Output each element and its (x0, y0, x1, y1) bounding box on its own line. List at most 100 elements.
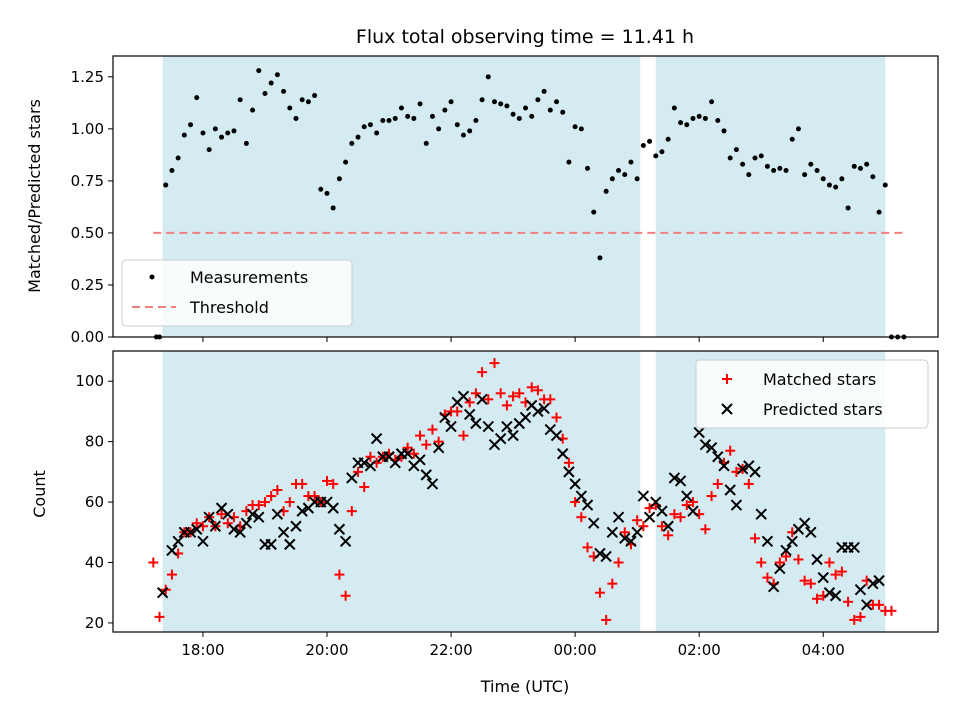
measurement-point (740, 161, 746, 167)
predicted-star-point (798, 517, 811, 529)
measurement-point (572, 124, 578, 130)
predicted-star-point (476, 393, 488, 406)
predicted-star-point (811, 553, 823, 566)
measurement-point (634, 176, 640, 182)
predicted-star-point (339, 535, 352, 548)
measurement-point (175, 155, 181, 161)
measurement-point (318, 186, 324, 192)
count-points (148, 358, 897, 625)
matched-star-point (216, 509, 227, 520)
measurement-point (702, 115, 708, 121)
matched-star-point (322, 475, 333, 486)
measurement-point (473, 118, 479, 124)
matched-star-point (532, 385, 543, 396)
measurement-point (851, 163, 857, 169)
predicted-star-point (755, 508, 767, 520)
predicted-star-point (296, 505, 308, 517)
predicted-star-point (860, 599, 873, 611)
measurement-point (603, 188, 609, 194)
measurement-point (870, 174, 876, 180)
predicted-star-point (829, 590, 842, 602)
predicted-star-point (612, 511, 625, 523)
ratio-panel-x-ticks (202, 337, 824, 342)
predicted-star-point (364, 460, 377, 472)
measurement-point (709, 99, 715, 105)
measurement-point (814, 167, 820, 173)
measurement-point (349, 140, 355, 146)
measurement-point (231, 128, 237, 134)
measurement-point (498, 101, 504, 107)
legend-measurements-marker (149, 274, 155, 280)
y-tick-label: 0.50 (71, 224, 104, 242)
predicted-star-point (873, 574, 885, 587)
matched-star-point (284, 497, 295, 508)
measurement-point (305, 99, 311, 105)
matched-star-point (508, 391, 519, 402)
measurement-point (771, 167, 777, 173)
measurement-point (405, 113, 411, 119)
matched-star-point (415, 430, 426, 441)
legend-predicted-label: Predicted stars (763, 400, 883, 419)
predicted-star-point (699, 438, 712, 451)
measurement-point (783, 167, 789, 173)
predicted-star-point (767, 580, 780, 593)
predicted-star-point (674, 475, 687, 487)
matched-star-point (725, 445, 736, 456)
measurement-point (281, 88, 287, 94)
matched-star-point (607, 578, 618, 589)
matched-star-point (793, 554, 804, 565)
measurement-point (293, 115, 299, 121)
chart-title: Flux total observing time = 11.41 h (356, 26, 694, 48)
predicted-star-point (532, 405, 544, 418)
predicted-star-point (358, 457, 370, 469)
measurement-point (764, 163, 770, 169)
matched-star-point (644, 503, 655, 514)
predicted-star-point (563, 466, 575, 478)
predicted-star-point (265, 538, 277, 551)
predicted-star-point (389, 457, 401, 469)
predicted-star-point (749, 466, 761, 478)
matched-star-point (570, 497, 581, 508)
matched-star-point (359, 481, 370, 492)
predicted-star-point (290, 520, 302, 532)
matched-star-point (750, 533, 761, 544)
measurement-point (690, 115, 696, 121)
matched-star-point (712, 478, 723, 489)
shaded-span-2 (655, 56, 886, 337)
matched-star-point (874, 599, 885, 610)
matched-star-point (166, 569, 177, 580)
y-tick-label: 0.75 (71, 172, 104, 190)
measurement-point (194, 95, 200, 101)
predicted-star-point (538, 402, 550, 415)
measurement-point (647, 138, 653, 144)
measurement-point (678, 120, 684, 126)
measurement-point (609, 176, 615, 182)
measurement-point (169, 167, 175, 173)
y-tick-label: 20 (85, 614, 104, 632)
x-tick-label: 22:00 (429, 641, 472, 659)
measurement-point (547, 107, 553, 113)
predicted-star-point (172, 535, 184, 548)
measurement-point (163, 182, 169, 188)
matched-star-point (266, 491, 277, 502)
predicted-star-point (662, 520, 674, 532)
matched-star-point (483, 394, 494, 405)
y-tick-label: 80 (85, 433, 104, 451)
matched-star-point (812, 593, 823, 604)
predicted-star-point (687, 505, 699, 517)
matched-star-point (582, 542, 593, 553)
measurement-point (262, 90, 268, 96)
measurement-point (504, 103, 510, 109)
measurement-point (671, 105, 677, 111)
predicted-star-point (457, 390, 470, 403)
predicted-star-point (184, 526, 197, 538)
predicted-star-point (203, 511, 215, 523)
predicted-star-point (222, 508, 234, 520)
matched-star-point (551, 412, 562, 423)
predicted-star-point (191, 523, 203, 535)
x-tick-label: 20:00 (305, 641, 348, 659)
matched-star-point (799, 575, 810, 586)
measurement-point (237, 97, 243, 103)
measurement-point (442, 107, 448, 113)
matched-star-point (514, 388, 525, 399)
